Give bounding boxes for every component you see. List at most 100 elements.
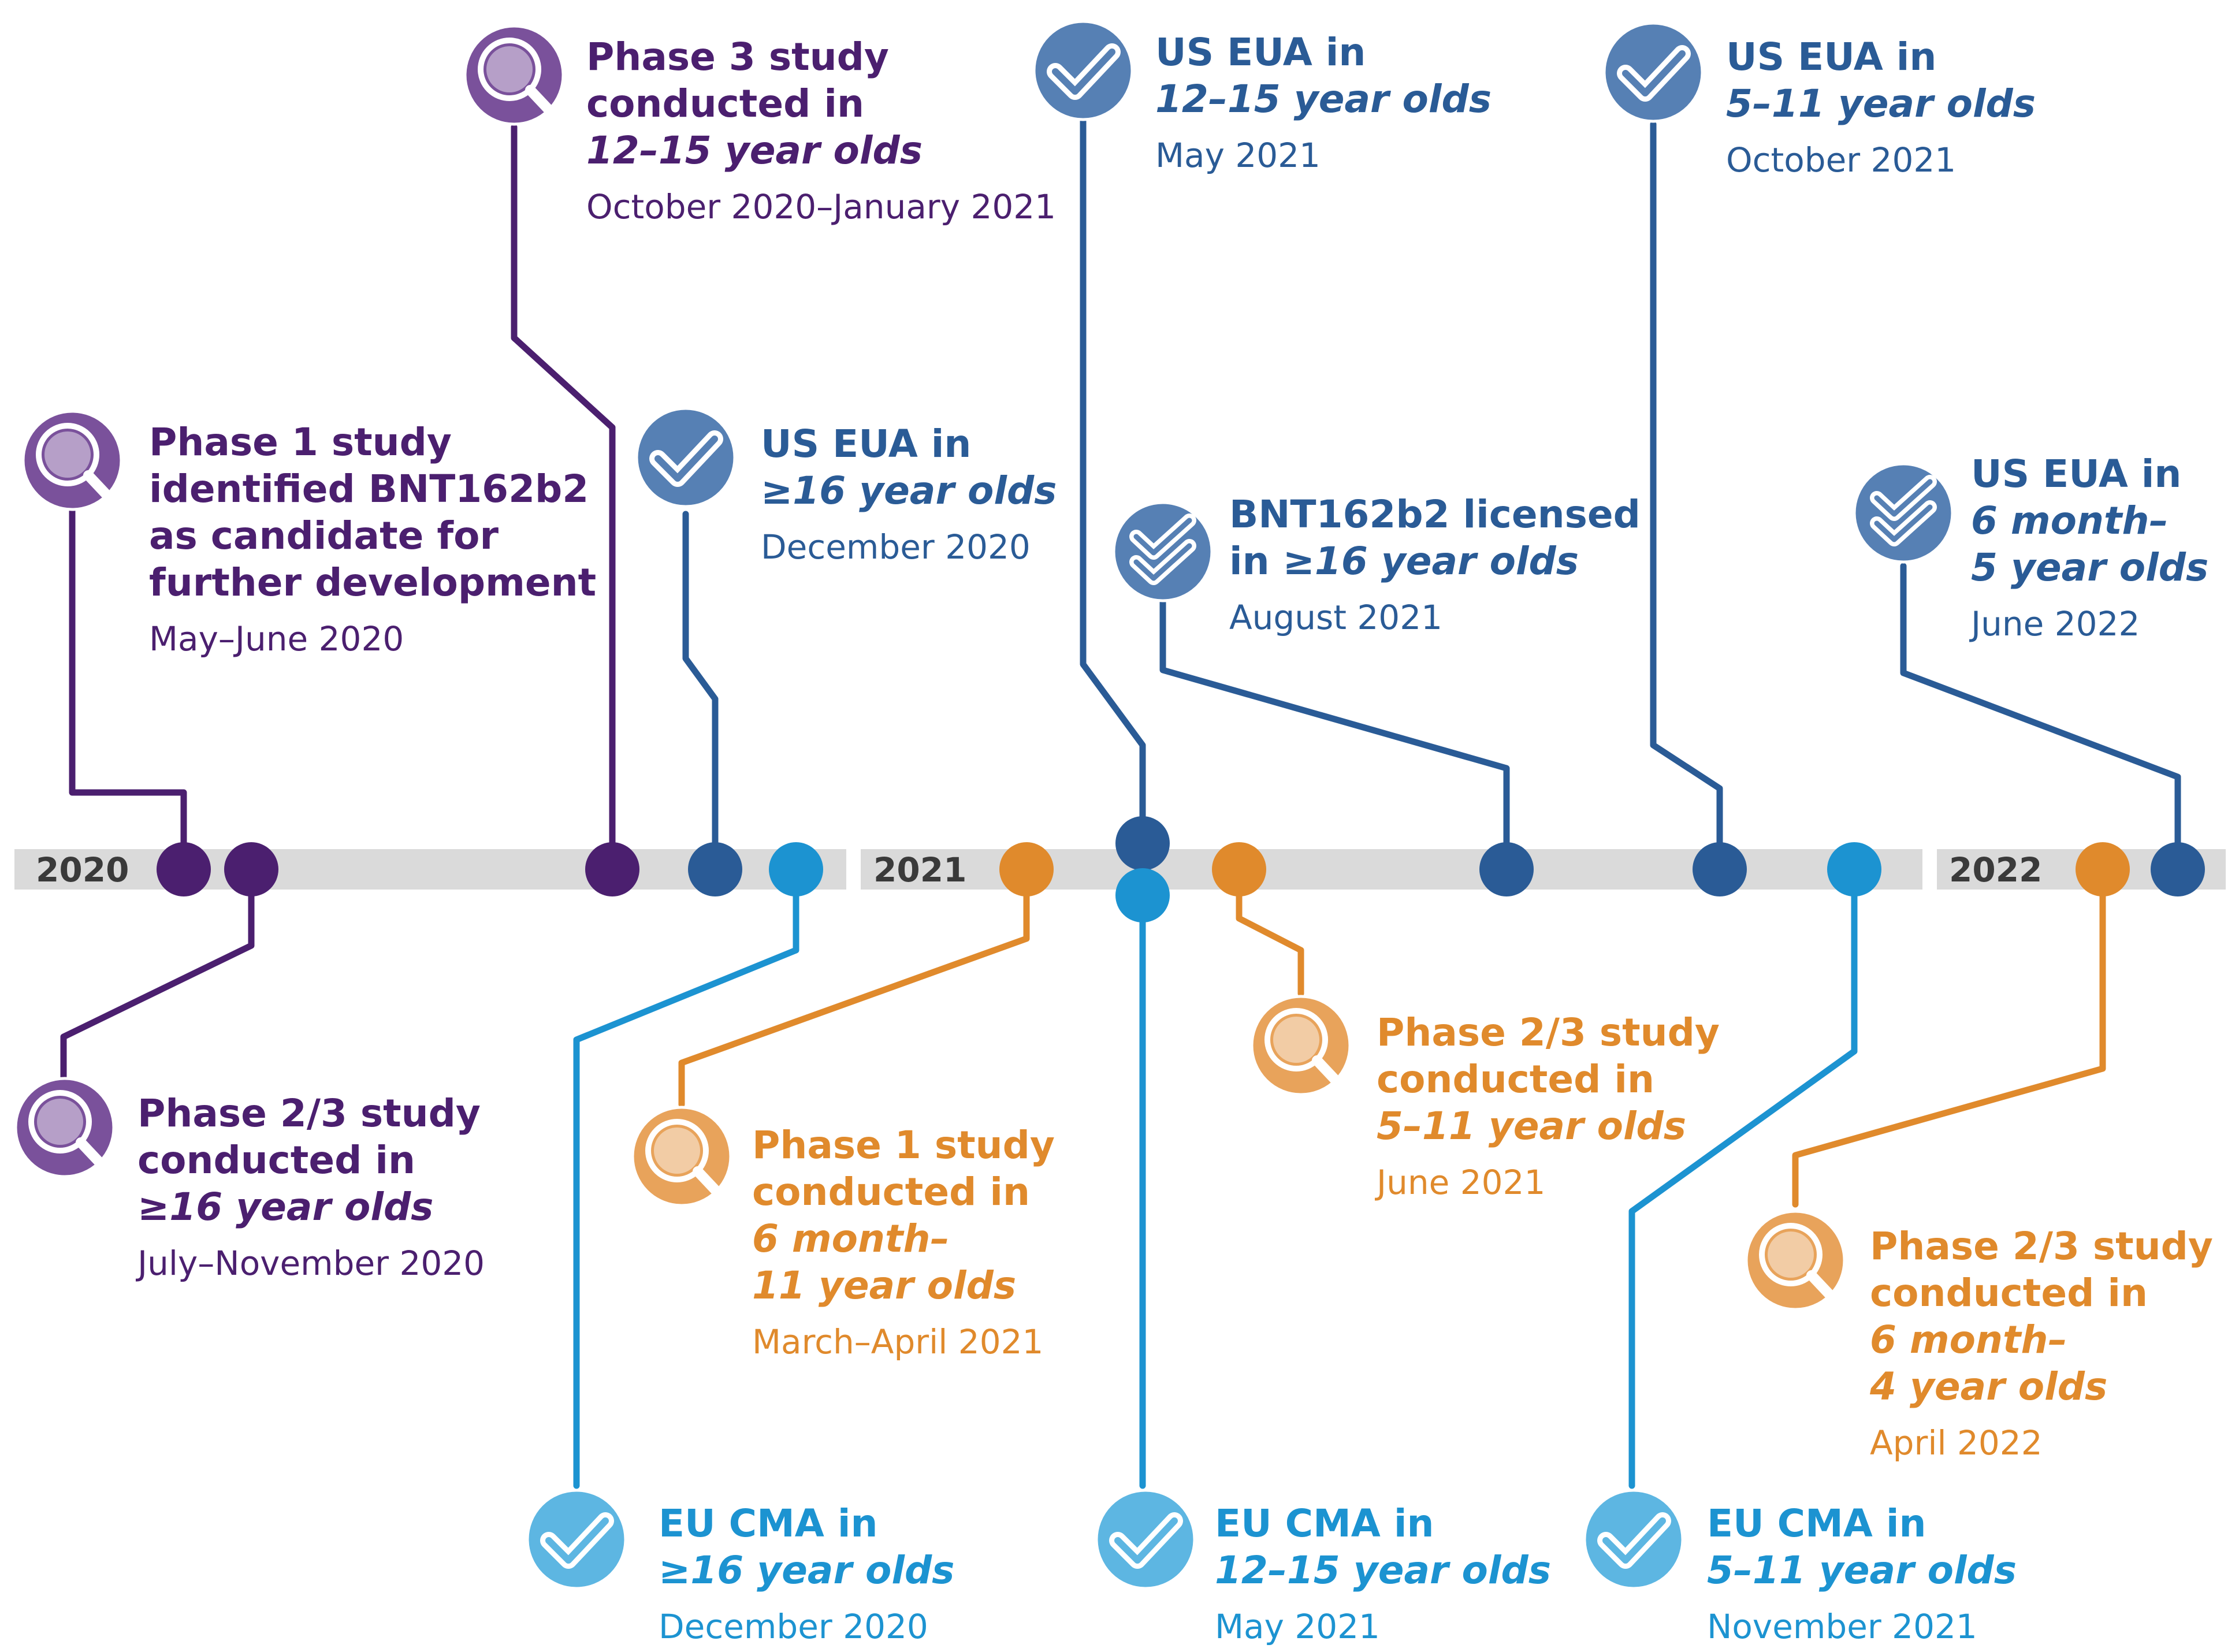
milestone-title-line: conducted in <box>1377 1057 1654 1102</box>
connector-line-m14 <box>1900 563 2181 873</box>
magnifier-icon <box>1250 995 1352 1096</box>
connector-line-m3 <box>511 124 616 873</box>
checkmark-icon <box>526 1489 627 1590</box>
milestone-title: Phase 3 study conducted in 12–15 year olds <box>586 34 1056 174</box>
milestone-date: May 2021 <box>1155 136 1321 175</box>
milestone-title-line: 5–11 year olds <box>1707 1548 2017 1593</box>
timeline-dot-m8 <box>1115 868 1170 922</box>
milestone-title: EU CMA in 12–15 year olds <box>1215 1500 1551 1594</box>
milestone-title-line: 5–11 year olds <box>1726 81 2036 126</box>
milestone-date: May–June 2020 <box>149 619 404 658</box>
milestone-date: July–November 2020 <box>137 1244 485 1283</box>
checkmark-icon <box>635 407 737 508</box>
milestone-title-line: identified BNT162b2 <box>149 467 589 511</box>
milestone-label-m7: US EUA in 12–15 year olds May 2021 <box>1155 29 1492 176</box>
milestone-title-line: Phase 2/3 study <box>1377 1010 1720 1055</box>
milestone-title-line: ≥16 year olds <box>761 468 1057 513</box>
milestone-label-m12: EU CMA in 5–11 year olds November 2021 <box>1707 1500 2017 1647</box>
milestone-date: March–April 2021 <box>752 1322 1044 1361</box>
milestone-label-m4: US EUA in ≥16 year olds December 2020 <box>761 421 1057 567</box>
milestone-date: October 2021 <box>1726 140 1957 180</box>
checkmark-icon <box>1602 21 1704 123</box>
milestone-date: October 2020–January 2021 <box>586 187 1057 226</box>
milestone-title-line: EU CMA in <box>659 1501 878 1546</box>
milestone-title-line: conducted in <box>586 81 864 126</box>
milestone-title-line: 5 year olds <box>1971 545 2209 590</box>
milestone-title-line: US EUA in <box>1971 452 2182 496</box>
milestone-date: December 2020 <box>659 1607 928 1646</box>
milestone-title-line: 12–15 year olds <box>1215 1548 1552 1593</box>
milestone-title-line: 12–15 year olds <box>1155 77 1492 121</box>
timeline-dot-m3 <box>585 842 639 896</box>
year-label-2021: 2021 <box>873 850 966 890</box>
milestone-title-line: 6 month– <box>752 1216 950 1261</box>
milestone-date: June 2021 <box>1377 1163 1546 1202</box>
milestone-title: US EUA in 6 month– 5 year olds <box>1971 451 2208 591</box>
magnifier-icon <box>1745 1210 1846 1311</box>
milestone-title-line: Phase 2/3 study <box>1870 1224 2213 1268</box>
milestone-date: May 2021 <box>1215 1607 1380 1646</box>
timeline-dot-m10 <box>1479 842 1534 896</box>
milestone-title: EU CMA in ≥16 year olds <box>659 1500 954 1594</box>
milestone-title-line: conducted in <box>752 1170 1030 1214</box>
timeline-dot-m12 <box>1827 842 1881 896</box>
milestone-label-m9: Phase 2/3 study conducted in 5–11 year old… <box>1377 1009 1720 1203</box>
milestone-date: August 2021 <box>1229 598 1443 637</box>
magnifier-icon <box>631 1106 732 1207</box>
milestone-title: Phase 1 study conducted in 6 month– 11 year… <box>752 1122 1055 1309</box>
milestone-title-line: 6 month– <box>1971 498 2169 543</box>
milestone-title-line: 4 year olds <box>1870 1364 2108 1409</box>
milestone-title-line: conducted in <box>1870 1271 2148 1315</box>
connector-line-m13 <box>1792 866 2106 1208</box>
milestone-date: December 2020 <box>761 527 1031 567</box>
milestone-label-m14: US EUA in 6 month– 5 year olds June 2022 <box>1971 451 2208 644</box>
milestone-title: EU CMA in 5–11 year olds <box>1707 1500 2017 1594</box>
milestone-label-m6: Phase 1 study conducted in 6 month– 11 year… <box>752 1122 1055 1362</box>
milestone-title-line: Phase 2/3 study <box>137 1091 481 1136</box>
milestone-title: Phase 2/3 study conducted in ≥16 year olds <box>137 1090 485 1230</box>
timeline-dot-m5 <box>769 842 823 896</box>
timeline-dot-m7 <box>1115 816 1170 870</box>
connector-line-m7 <box>1080 118 1146 847</box>
connector-line-m1 <box>69 504 187 873</box>
magnifier-icon <box>21 410 123 511</box>
timeline-dot-m2 <box>224 842 278 896</box>
milestone-title-line: EU CMA in <box>1215 1501 1434 1546</box>
milestone-title-line: ≥16 year olds <box>659 1548 955 1593</box>
timeline-dot-m14 <box>2151 842 2205 896</box>
connector-line-m4 <box>682 511 719 873</box>
milestone-label-m13: Phase 2/3 study conducted in 6 month– 4 yea… <box>1870 1223 2213 1463</box>
double-checkmark-icon <box>1112 501 1214 602</box>
timeline-dot-m11 <box>1693 842 1747 896</box>
milestone-label-m11: US EUA in 5–11 year olds October 2021 <box>1726 34 2036 180</box>
milestone-title-line: US EUA in <box>1155 30 1366 75</box>
connector-line-m12 <box>1628 866 1858 1489</box>
milestone-title-line: further development <box>149 560 597 605</box>
milestone-title-line: ≥16 year olds <box>137 1185 434 1229</box>
milestone-date: April 2022 <box>1870 1423 2043 1463</box>
milestone-title-line: conducted in <box>137 1138 415 1182</box>
milestone-title-line: in ≥16 year olds <box>1229 539 1579 583</box>
year-label-2020: 2020 <box>36 850 129 890</box>
connector-line-m5 <box>573 866 799 1489</box>
milestone-title: US EUA in ≥16 year olds <box>761 421 1057 514</box>
milestone-title-line: US EUA in <box>761 422 972 466</box>
milestone-title-line: 5–11 year olds <box>1377 1104 1687 1148</box>
milestone-title-line: Phase 3 study <box>586 35 889 79</box>
milestone-label-m2: Phase 2/3 study conducted in ≥16 year olds… <box>137 1090 485 1283</box>
connector-line-m10 <box>1159 597 1510 873</box>
connector-line-m6 <box>678 866 1030 1108</box>
milestone-title-line: 12–15 year olds <box>586 128 923 173</box>
milestone-label-m8: EU CMA in 12–15 year olds May 2021 <box>1215 1500 1551 1647</box>
milestone-label-m3: Phase 3 study conducted in 12–15 year olds… <box>586 34 1056 227</box>
milestone-title-line: Phase 1 study <box>149 420 452 464</box>
milestone-title-line: BNT162b2 licensed <box>1229 492 1641 537</box>
connector-line-m2 <box>60 866 255 1091</box>
checkmark-icon <box>1095 1489 1196 1590</box>
milestone-title: BNT162b2 licensed in ≥16 year olds <box>1229 491 1641 585</box>
milestone-title: US EUA in 12–15 year olds <box>1155 29 1492 122</box>
timeline-dot-m9 <box>1212 842 1266 896</box>
milestone-label-m10: BNT162b2 licensed in ≥16 year olds August … <box>1229 491 1641 638</box>
timeline-dot-m4 <box>688 842 742 896</box>
